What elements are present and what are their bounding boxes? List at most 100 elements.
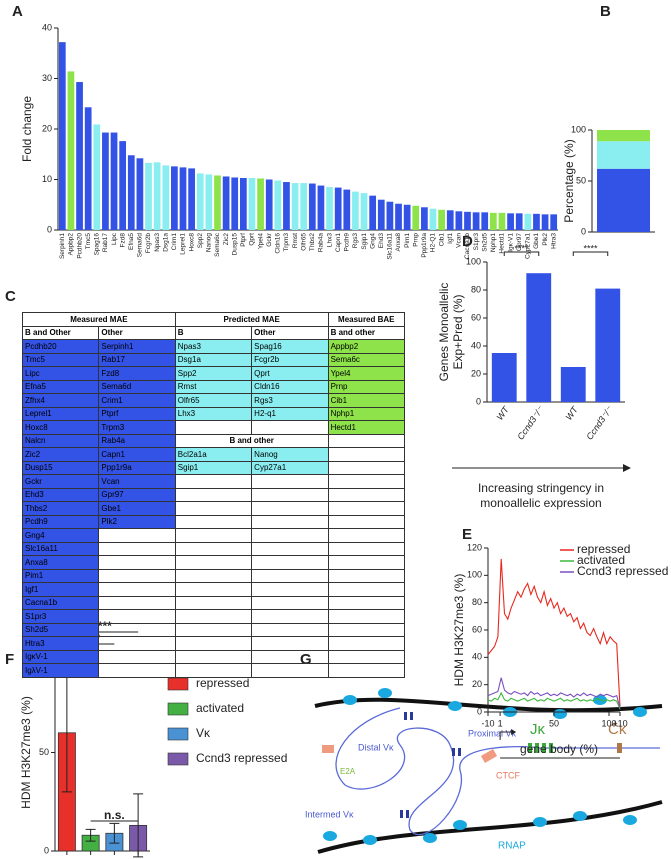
x-tick-label: Ccnd3⁻/⁻ (515, 404, 546, 442)
bar-segment (597, 168, 650, 232)
table-cell (327, 582, 406, 597)
bar (171, 166, 178, 230)
x-tick-label: Sema6d (137, 233, 144, 258)
legend-label: Ccnd3 repressed (196, 751, 287, 765)
table-cell: Rab4a (98, 433, 176, 448)
table-cell: Ypel4 (327, 366, 406, 381)
y-axis-label: Percentage (%) (562, 139, 576, 222)
x-tick-label: Hectd1 (499, 233, 506, 254)
x-tick-label: Trpm3 (283, 233, 290, 252)
table-cell (327, 501, 406, 516)
x-tick-label: WT (495, 404, 512, 422)
table-group: Measured MAE (22, 312, 176, 327)
table-cell (251, 568, 329, 583)
bar (541, 214, 549, 230)
table-cell (174, 582, 253, 597)
table-cell (251, 541, 329, 556)
table-row: Zfhx4 Crim1 Olfr65 Rgs3 Cib1 (21, 393, 406, 408)
table-cell (327, 433, 406, 448)
table-row: IgλV-1 (21, 663, 406, 678)
table-cell (251, 649, 329, 664)
table-cell (174, 474, 253, 489)
bar (446, 210, 454, 230)
dna-loop (335, 707, 660, 836)
x-tick-label: Dusp15 (231, 233, 238, 256)
bar (283, 182, 290, 230)
table-cell (327, 636, 406, 651)
table-cell: Pim1 (21, 568, 100, 583)
table-cell: Ehd3 (21, 487, 100, 502)
bar (498, 212, 506, 230)
table-cell (251, 528, 329, 543)
bar (412, 205, 420, 230)
diagram-label: Cκ (608, 721, 627, 738)
y-tick-label: 20 (472, 679, 482, 689)
table-cell (174, 420, 253, 435)
table-cell: Spp2 (174, 366, 253, 381)
table-cell: Olfr65 (174, 393, 253, 408)
table-cell: Rgs3 (251, 393, 329, 408)
table-cell: Lhx3 (174, 406, 253, 421)
table-cell (98, 663, 176, 678)
table-cell (174, 636, 253, 651)
table-cell: Nphp1 (327, 406, 406, 421)
v-segment (404, 712, 407, 720)
legend-label: repressed (196, 676, 249, 690)
bar (84, 107, 92, 230)
table-cell (251, 636, 329, 651)
table-row: Thbs2 Gbe1 (21, 501, 406, 516)
table-cell: Appbp2 (327, 339, 406, 354)
table-cell (174, 595, 253, 610)
x-tick-label: Plk2 (542, 233, 549, 246)
table-cell (327, 460, 406, 475)
table-cell (174, 501, 253, 516)
bar (560, 367, 586, 402)
bar (231, 177, 239, 230)
diagram-label: RNAP (498, 841, 526, 852)
x-tick-label: Thbs2 (309, 233, 316, 251)
x-tick-label: Gckr (266, 232, 273, 247)
table-cell (174, 663, 253, 678)
gene-table: Measured MAE Predicted MAE Measured BAE … (21, 312, 406, 678)
table-row: Pcdhb20 Serpinh1 Npas3 Spag16 Appbp2 (21, 339, 406, 354)
diagram: Distal Vκ E2A Intermed Vκ Proximal Vκ CT… (305, 688, 663, 854)
y-tick-label: 50 (576, 175, 586, 185)
panel-label: F (5, 651, 14, 668)
bar (507, 213, 514, 230)
bar (58, 42, 66, 230)
bar (386, 201, 394, 230)
x-tick-label: Spag16 (94, 233, 101, 256)
bar (248, 177, 256, 230)
legend-swatch (167, 752, 189, 766)
table-row: Dusp15 Ppp1r9a Sgip1 Cyp27a1 (21, 460, 406, 475)
panel-label: C (5, 288, 16, 305)
legend-label: Ccnd3 repressed (577, 564, 668, 578)
j-segments (528, 743, 553, 753)
table-cell: Gpr97 (98, 487, 176, 502)
table-cell (174, 609, 253, 624)
v-segments (400, 712, 461, 818)
table-cell: IgκV-1 (21, 649, 100, 664)
bar (369, 195, 377, 230)
table-cell: Vcan (98, 474, 176, 489)
bar (119, 141, 127, 230)
table-header: Other (251, 325, 329, 340)
table-cell (327, 514, 406, 529)
bar (491, 353, 517, 402)
note-arrowhead (623, 464, 631, 472)
table-cell: S1pr3 (21, 609, 100, 624)
table-cell: B and other (174, 433, 329, 448)
table-row: Nalcn Rab4a B and other (21, 433, 406, 448)
bar (162, 165, 170, 230)
bar (214, 175, 221, 230)
y-axis-label: Exp+Pred (%) (451, 294, 465, 369)
bar (360, 193, 368, 230)
bar (76, 82, 83, 230)
tss-arrowhead (511, 729, 517, 735)
table-cell (327, 595, 406, 610)
legend-swatch (167, 702, 189, 716)
table-cell (327, 541, 406, 556)
bar (265, 179, 273, 230)
diagram-label: Distal Vκ (358, 742, 394, 752)
